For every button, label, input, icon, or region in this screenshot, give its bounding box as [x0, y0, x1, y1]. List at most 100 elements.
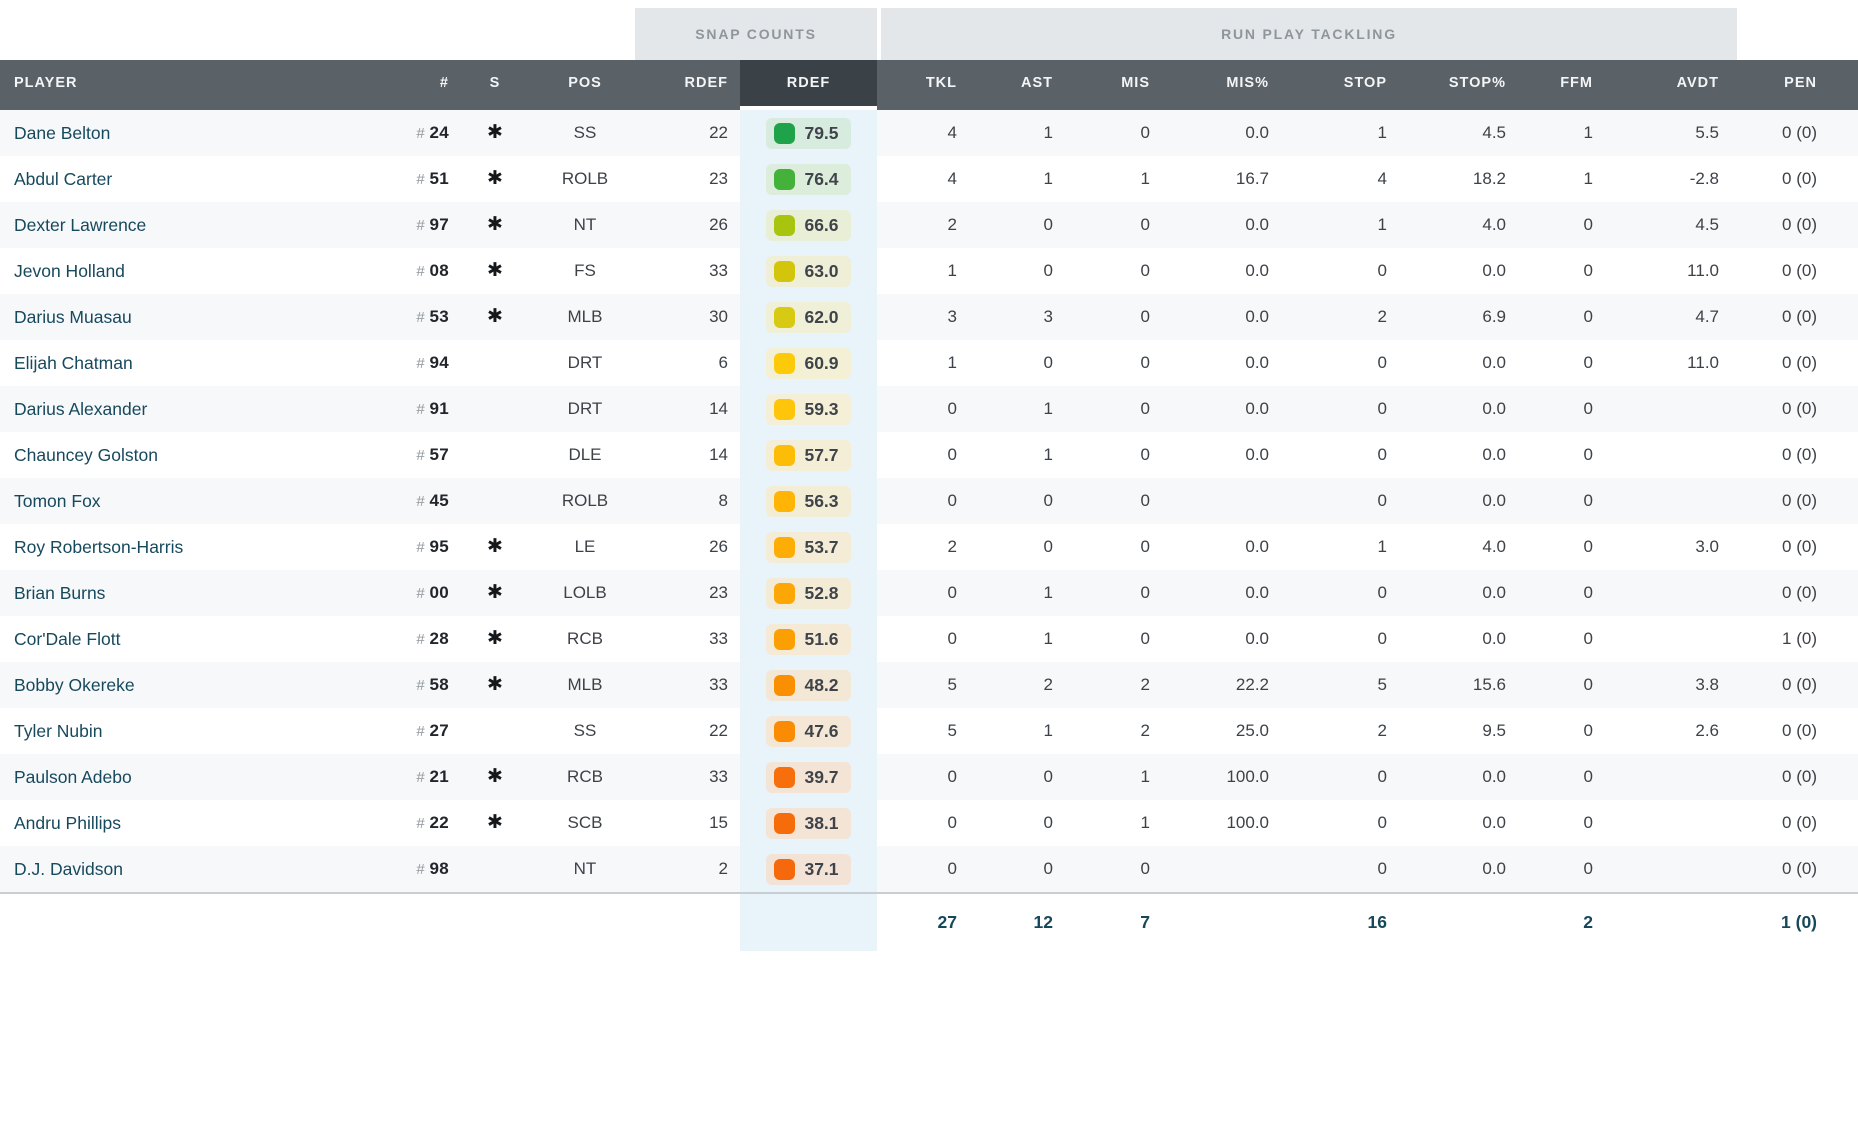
grade-pill: 53.7 [766, 531, 851, 563]
player-link[interactable]: Abdul Carter [14, 168, 113, 189]
col-header-pen[interactable]: PEN [1737, 60, 1858, 110]
player-link[interactable]: Dane Belton [14, 122, 111, 143]
hash-symbol: # [416, 585, 425, 602]
player-link[interactable]: Darius Muasau [14, 306, 132, 327]
rdef-grade-cell: 39.7 [740, 754, 877, 800]
mis-pct-cell: 0.0 [1245, 445, 1269, 464]
stop-cell: 0 [1377, 583, 1387, 602]
col-header-tkl[interactable]: TKL [877, 60, 975, 110]
rdef-snaps-cell: 26 [709, 215, 728, 234]
position-cell: DRT [567, 353, 603, 372]
grade-value: 39.7 [804, 766, 839, 787]
stop-cell: 2 [1377, 721, 1387, 740]
player-name-cell: Andru Phillips [0, 800, 390, 846]
player-link[interactable]: Elijah Chatman [14, 352, 133, 373]
grade-pill: 47.6 [766, 715, 851, 747]
player-link[interactable]: D.J. Davidson [14, 858, 123, 879]
mis-cell: 2 [1140, 721, 1150, 740]
stop-cell: 5 [1377, 675, 1387, 694]
mis-pct-cell: 100.0 [1226, 813, 1269, 832]
ffm-cell: 0 [1583, 767, 1593, 786]
col-header-player[interactable]: PLAYER [0, 60, 390, 110]
player-link[interactable]: Andru Phillips [14, 812, 121, 833]
starter-cell [455, 708, 535, 754]
player-name-cell: Abdul Carter [0, 156, 390, 202]
ffm-cell: 0 [1583, 813, 1593, 832]
col-header-rdef-grade[interactable]: RDEF [740, 60, 877, 110]
player-name-cell: Roy Robertson-Harris [0, 524, 390, 570]
col-header-ast[interactable]: AST [975, 60, 1071, 110]
player-link[interactable]: Jevon Holland [14, 260, 125, 281]
col-header-pos[interactable]: POS [535, 60, 635, 110]
stop-cell: 0 [1377, 491, 1387, 510]
starter-cell: ✱ [455, 294, 535, 340]
player-link[interactable]: Bobby Okereke [14, 674, 135, 695]
ffm-cell: 0 [1583, 445, 1593, 464]
stop-pct-cell: 18.2 [1472, 169, 1506, 188]
player-link[interactable]: Brian Burns [14, 582, 106, 603]
col-header-avdt[interactable]: AVDT [1611, 60, 1737, 110]
grade-pill: 56.3 [766, 485, 851, 517]
col-header-stop[interactable]: STOP [1287, 60, 1405, 110]
mis-pct-cell: 0.0 [1245, 353, 1269, 372]
player-name-cell: Chauncey Golston [0, 432, 390, 478]
rdef-snaps-cell: 15 [709, 813, 728, 832]
avdt-cell: -2.8 [1689, 169, 1719, 188]
rdef-snaps-cell: 14 [709, 445, 728, 464]
tkl-cell: 0 [947, 445, 957, 464]
player-link[interactable]: Tyler Nubin [14, 720, 103, 741]
col-header-rdef-snaps[interactable]: RDEF [635, 60, 740, 110]
rdef-snaps-cell: 8 [718, 491, 728, 510]
tkl-cell: 4 [947, 169, 957, 188]
rdef-grade-cell: 57.7 [740, 432, 877, 478]
jersey-number: 45 [429, 491, 449, 510]
col-header-mis[interactable]: MIS [1071, 60, 1168, 110]
ast-cell: 0 [1043, 767, 1053, 786]
mis-cell: 0 [1140, 491, 1150, 510]
player-link[interactable]: Roy Robertson-Harris [14, 536, 184, 557]
mis-pct-cell: 0.0 [1245, 123, 1269, 142]
rdef-snaps-cell: 23 [709, 583, 728, 602]
grade-pill: 79.5 [766, 117, 851, 149]
player-name-cell: Dexter Lawrence [0, 202, 390, 248]
hash-symbol: # [416, 861, 425, 878]
pen-cell: 0 (0) [1782, 537, 1817, 556]
grade-pill: 60.9 [766, 347, 851, 379]
col-header-starter[interactable]: S [455, 60, 535, 110]
pen-cell: 0 (0) [1782, 215, 1817, 234]
jersey-number: 21 [429, 767, 449, 786]
rdef-snaps-cell: 26 [709, 537, 728, 556]
tkl-cell: 2 [947, 215, 957, 234]
grade-dot-icon [774, 674, 796, 696]
starter-asterisk-icon: ✱ [487, 766, 503, 787]
player-row: Brian Burns # 00 ✱ LOLB 23 52.8 0 1 0 0.… [0, 570, 1858, 616]
mis-cell: 0 [1140, 215, 1150, 234]
player-link[interactable]: Paulson Adebo [14, 766, 132, 787]
player-link[interactable]: Chauncey Golston [14, 444, 158, 465]
hash-symbol: # [416, 815, 425, 832]
col-header-jersey[interactable]: # [390, 60, 455, 110]
player-link[interactable]: Dexter Lawrence [14, 214, 147, 235]
grade-value: 48.2 [804, 674, 839, 695]
pen-cell: 0 (0) [1782, 859, 1817, 878]
totals-jersey-cell [390, 892, 455, 951]
col-header-ffm[interactable]: FFM [1524, 60, 1611, 110]
player-link[interactable]: Darius Alexander [14, 398, 148, 419]
avdt-cell [1611, 478, 1737, 524]
group-header-row: SNAP COUNTS RUN PLAY TACKLING [0, 0, 1858, 60]
jersey-cell: # 45 [390, 478, 455, 524]
player-link[interactable]: Cor'Dale Flott [14, 628, 121, 649]
jersey-cell: # 98 [390, 846, 455, 893]
grade-value: 47.6 [804, 720, 839, 741]
col-header-stop-pct[interactable]: STOP% [1405, 60, 1524, 110]
starter-cell: ✱ [455, 156, 535, 202]
ast-cell: 1 [1043, 123, 1053, 142]
rdef-grade-cell: 60.9 [740, 340, 877, 386]
rdef-snaps-cell: 23 [709, 169, 728, 188]
tkl-cell: 2 [947, 537, 957, 556]
grade-pill: 37.1 [766, 853, 851, 885]
col-header-mis-pct[interactable]: MIS% [1168, 60, 1287, 110]
jersey-cell: # 91 [390, 386, 455, 432]
player-link[interactable]: Tomon Fox [14, 490, 101, 511]
grade-dot-icon [774, 260, 796, 282]
